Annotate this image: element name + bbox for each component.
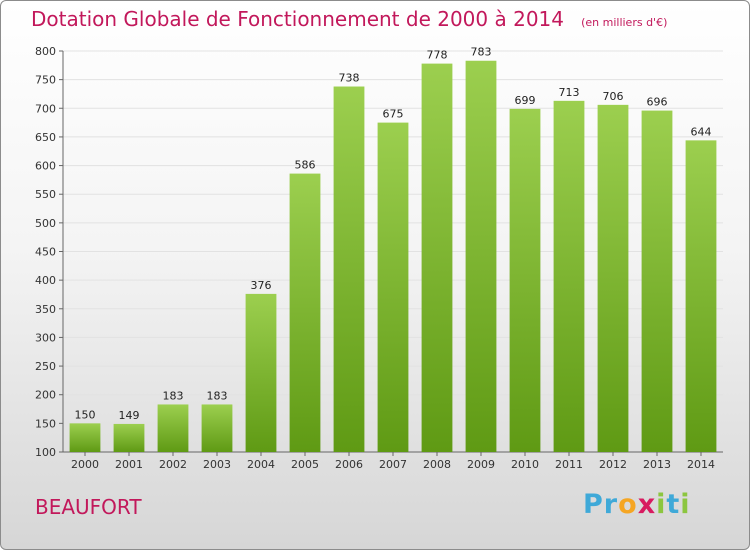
x-tick-label: 2002 [159,458,187,471]
x-tick-label: 2006 [335,458,363,471]
x-tick-label: 2012 [599,458,627,471]
y-tick-label: 100 [35,446,56,459]
x-tick-label: 2007 [379,458,407,471]
x-tick-label: 2011 [555,458,583,471]
x-tick-label: 2003 [203,458,231,471]
bar-2014 [685,140,717,452]
y-tick-label: 250 [35,360,56,373]
bar-2001 [113,423,145,452]
x-tick-label: 2014 [687,458,715,471]
value-label: 696 [647,96,668,109]
value-label: 713 [559,86,580,99]
x-tick-label: 2000 [71,458,99,471]
bar-2008 [421,63,453,453]
value-label: 183 [207,389,228,402]
bar-2002 [157,404,189,452]
value-label: 376 [251,279,272,292]
bars [69,60,717,453]
value-label: 150 [75,408,96,421]
chart-title: Dotation Globale de Fonctionnement de 20… [31,7,564,31]
y-tick-label: 650 [35,131,56,144]
y-tick-label: 800 [35,45,56,58]
x-tick-label: 2010 [511,458,539,471]
y-tick-label: 400 [35,274,56,287]
bar-2004 [245,293,277,452]
x-tick-label: 2005 [291,458,319,471]
bar-2007 [377,122,409,452]
value-label: 644 [691,125,712,138]
y-tick-label: 450 [35,246,56,259]
y-tick-label: 750 [35,74,56,87]
y-tick-label: 600 [35,160,56,173]
chart-subtitle: (en milliers d'€) [581,16,668,29]
town-name: BEAUFORT [35,495,142,519]
x-tick-label: 2008 [423,458,451,471]
bar-2012 [597,104,629,452]
bar-2013 [641,110,673,452]
x-tick-label: 2009 [467,458,495,471]
x-tick-label: 2001 [115,458,143,471]
bar-2005 [289,173,321,452]
proxiti-logo: Proxiti [583,489,691,520]
y-tick-label: 350 [35,303,56,316]
value-labels: 150 149 183 183 376 586 738 675 778 783 699 713 706 6… [75,46,712,422]
y-tick-label: 200 [35,389,56,402]
title-row: Dotation Globale de Fonctionnement de 20… [31,7,667,31]
value-label: 706 [603,90,624,103]
y-tick-label: 500 [35,217,56,230]
bar-2003 [201,404,233,452]
value-label: 738 [339,72,360,85]
y-tick-label: 550 [35,188,56,201]
value-label: 149 [119,409,140,422]
y-tick-label: 700 [35,102,56,115]
value-label: 783 [471,46,492,59]
bar-2000 [69,423,101,452]
value-label: 183 [163,389,184,402]
bar-2009 [465,60,497,452]
value-label: 778 [427,49,448,62]
x-tick-label: 2013 [643,458,671,471]
bar-2006 [333,86,365,452]
value-label: 586 [295,159,316,172]
bar-2010 [509,108,541,452]
y-tick-label: 300 [35,331,56,344]
x-axis: 2000 2001 2002 2003 2004 2005 2006 2007 2008 2009… [71,452,715,471]
x-tick-label: 2004 [247,458,275,471]
value-label: 699 [515,94,536,107]
value-label: 675 [383,108,404,121]
y-tick-label: 150 [35,417,56,430]
bar-2011 [553,100,585,453]
